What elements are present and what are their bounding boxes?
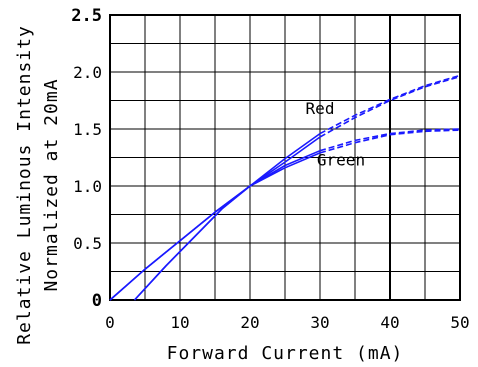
x-tick-label: 30	[310, 313, 329, 332]
series-green-solid-line	[133, 152, 321, 301]
x-tick-label: 50	[450, 313, 469, 332]
y-tick-label: 0	[92, 291, 102, 311]
series-label-green: Green	[317, 150, 365, 169]
series-green-dashed-line	[319, 129, 461, 154]
series-green-solid-line	[109, 149, 321, 301]
tick-labels: 0 10 20 30 40 50 0 0.5 1.0 1.5 2.0 2.5	[71, 6, 469, 332]
x-tick-label: 10	[170, 313, 189, 332]
x-axis-title: Forward Current (mA)	[167, 343, 404, 364]
series-label-red: Red	[306, 99, 335, 118]
grid	[109, 14, 461, 301]
x-tick-label: 40	[380, 313, 399, 332]
series-red-solid-line	[133, 136, 321, 301]
y-tick-label: 1.0	[73, 177, 102, 196]
series-green-dashed-line	[319, 128, 461, 152]
curves	[109, 74, 461, 301]
y-axis-title-line1: Relative Luminous Intensity	[14, 25, 35, 345]
y-tick-label: 1.5	[73, 120, 102, 139]
series-labels: Red Green	[306, 99, 366, 169]
y-tick-label: 2.0	[73, 63, 102, 82]
y-tick-label: 2.5	[71, 6, 102, 26]
y-axis-title-line2: Normalized at 20mA	[41, 78, 62, 291]
y-tick-label: 0.5	[73, 234, 102, 253]
series-red-dashed-line	[319, 74, 461, 135]
x-tick-label: 0	[105, 313, 115, 332]
x-tick-label: 20	[240, 313, 259, 332]
plot-frame	[109, 14, 461, 301]
series-red-dashed-line	[319, 75, 461, 138]
